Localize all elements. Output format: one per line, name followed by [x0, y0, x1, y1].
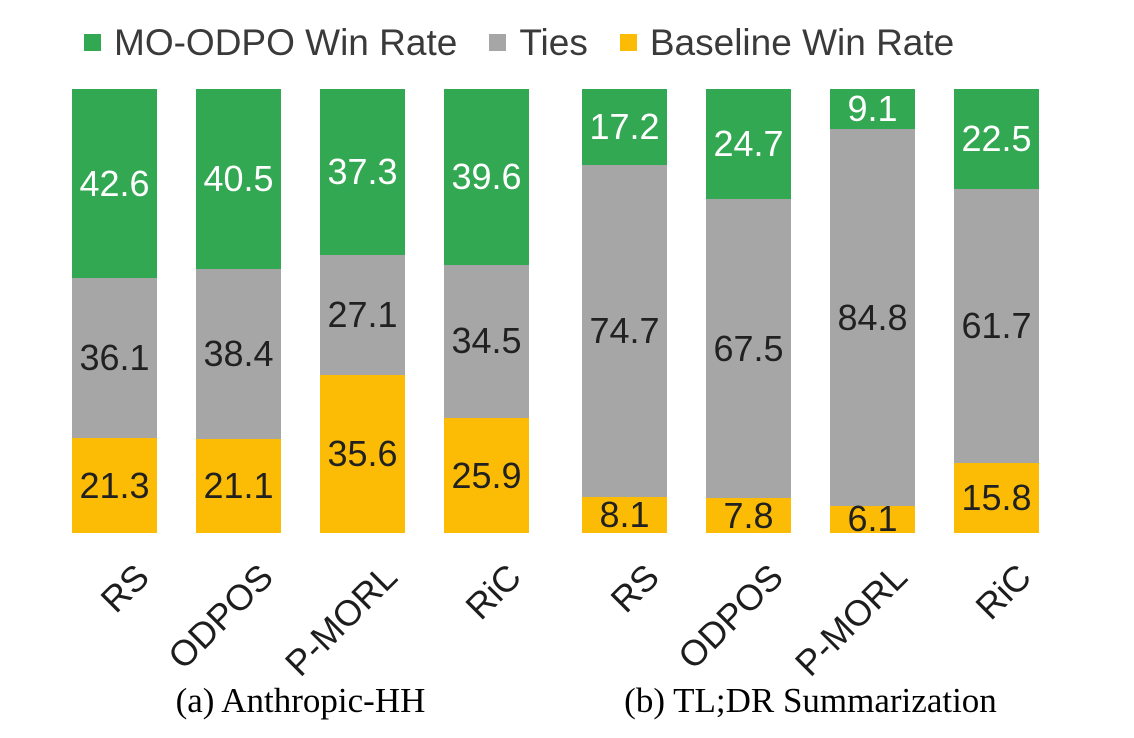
tick-label-b-p-morl: P-MORL	[786, 555, 915, 684]
segment-ties: 38.4	[196, 268, 281, 440]
segment-win: 39.6	[444, 89, 529, 265]
charts-area: 42.6 36.1 21.3 40.5 38.4 21.1	[72, 88, 1039, 537]
value-label: 22.5	[961, 117, 1032, 159]
segment-baseline: 21.1	[196, 439, 281, 533]
value-label: 25.9	[451, 454, 522, 496]
bar-b-rs: 17.2 74.7 8.1	[582, 89, 667, 536]
segment-win: 22.5	[954, 89, 1039, 189]
value-label: 38.4	[203, 333, 274, 375]
value-label: 9.1	[847, 88, 898, 130]
value-label: 61.7	[961, 304, 1032, 346]
value-label: 27.1	[327, 293, 398, 335]
segment-baseline: 35.6	[320, 374, 405, 533]
value-label: 17.2	[589, 106, 660, 148]
segment-ties: 61.7	[954, 188, 1039, 463]
bar-b-p-morl: 9.1 84.8 6.1	[830, 88, 915, 537]
legend-label-mo-odpo: MO-ODPO Win Rate	[114, 22, 458, 63]
value-label: 15.8	[961, 476, 1032, 518]
legend: MO-ODPO Win Rate Ties Baseline Win Rate	[84, 24, 954, 61]
segment-ties: 36.1	[72, 278, 157, 439]
value-label: 42.6	[79, 162, 150, 204]
segment-baseline: 6.1	[830, 501, 915, 537]
bar-a-p-morl: 37.3 27.1 35.6	[320, 89, 405, 533]
segment-baseline: 15.8	[954, 462, 1039, 534]
value-label: 7.8	[723, 494, 774, 536]
tick-label-b-rs: RS	[602, 555, 667, 621]
value-label: 8.1	[599, 494, 650, 536]
bar-b-ric: 22.5 61.7 15.8	[954, 89, 1039, 534]
bar-a-odpos: 40.5 38.4 21.1	[196, 89, 281, 533]
value-label: 84.8	[837, 296, 908, 338]
caption-tldr-summarization: (b) TL;DR Summarization	[624, 681, 997, 720]
value-label: 67.5	[713, 327, 784, 369]
segment-win: 40.5	[196, 89, 281, 269]
bar-a-ric: 39.6 34.5 25.9	[444, 89, 529, 534]
bar-a-rs: 42.6 36.1 21.3	[72, 89, 157, 533]
segment-win: 9.1	[830, 88, 915, 130]
segment-baseline: 8.1	[582, 494, 667, 536]
tick-label-a-rs: RS	[92, 555, 157, 621]
segment-ties: 74.7	[582, 165, 667, 498]
legend-item-mo-odpo: MO-ODPO Win Rate	[84, 24, 457, 61]
tick-label-b-ric: RiC	[967, 555, 1039, 628]
tick-label-a-odpos: ODPOS	[159, 555, 281, 677]
value-label: 21.3	[79, 464, 150, 506]
legend-label-ties: Ties	[519, 22, 588, 63]
value-label: 37.3	[327, 150, 398, 192]
segment-ties: 27.1	[320, 254, 405, 375]
tick-label-a-p-morl: P-MORL	[276, 555, 405, 684]
segment-win: 24.7	[706, 89, 791, 199]
segment-ties: 84.8	[830, 129, 915, 506]
value-label: 36.1	[79, 337, 150, 379]
value-label: 40.5	[203, 157, 274, 199]
value-label: 24.7	[713, 122, 784, 164]
yellow-swatch-icon	[619, 34, 637, 51]
segment-win: 42.6	[72, 89, 157, 279]
chart-tldr-summarization: 17.2 74.7 8.1 24.7 67.5 7.8	[582, 88, 1039, 537]
green-swatch-icon	[84, 34, 101, 51]
value-label: 21.1	[203, 465, 274, 507]
segment-win: 37.3	[320, 89, 405, 255]
bar-b-odpos: 24.7 67.5 7.8	[706, 89, 791, 533]
tick-label-b-odpos: ODPOS	[669, 555, 791, 677]
segment-baseline: 25.9	[444, 418, 529, 534]
legend-item-baseline: Baseline Win Rate	[619, 22, 955, 63]
tick-label-a-ric: RiC	[457, 555, 529, 628]
legend-label-baseline: Baseline Win Rate	[649, 22, 955, 63]
segment-baseline: 7.8	[706, 494, 791, 536]
segment-ties: 67.5	[706, 198, 791, 499]
value-label: 74.7	[589, 310, 660, 352]
legend-item-ties: Ties	[489, 24, 588, 61]
segment-win: 17.2	[582, 89, 667, 166]
chart-anthropic-hh: 42.6 36.1 21.3 40.5 38.4 21.1	[72, 89, 529, 534]
caption-anthropic-hh: (a) Anthropic-HH	[175, 681, 426, 720]
value-label: 6.1	[847, 498, 898, 540]
value-label: 35.6	[327, 432, 398, 474]
value-label: 39.6	[451, 155, 522, 197]
segment-ties: 34.5	[444, 264, 529, 419]
value-label: 34.5	[451, 320, 522, 362]
gray-swatch-icon	[489, 34, 507, 51]
segment-baseline: 21.3	[72, 438, 157, 533]
